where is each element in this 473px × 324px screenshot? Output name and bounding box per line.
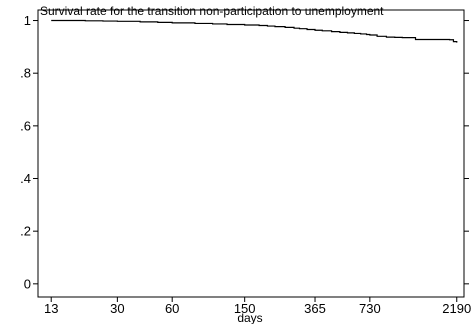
chart-title: Survival rate for the transition non-par…: [40, 4, 384, 18]
plot-frame: [37, 9, 465, 298]
x-tick-label: 365: [304, 301, 326, 316]
y-tick-label: 0: [24, 276, 31, 291]
x-tick-label: 730: [359, 301, 381, 316]
x-axis: 13 30 60 150 365 730 2190: [44, 297, 471, 316]
x-tick-label: 13: [44, 301, 58, 316]
y-tick-label: 1: [24, 13, 31, 28]
y-tick-label: .4: [20, 171, 31, 186]
y-tick-label: .2: [20, 224, 31, 239]
y-axis: 0 .2 .4 .6 .8 1: [20, 13, 469, 291]
x-tick-label: 150: [234, 301, 256, 316]
survival-curve: [51, 19, 458, 43]
x-axis-label: days: [237, 311, 262, 324]
series-layer: [51, 19, 458, 43]
y-tick-label: .8: [20, 66, 31, 81]
x-tick-label: 60: [165, 301, 179, 316]
x-tick-label: 2190: [442, 301, 471, 316]
y-tick-label: .6: [20, 118, 31, 133]
x-tick-label: 30: [110, 301, 124, 316]
